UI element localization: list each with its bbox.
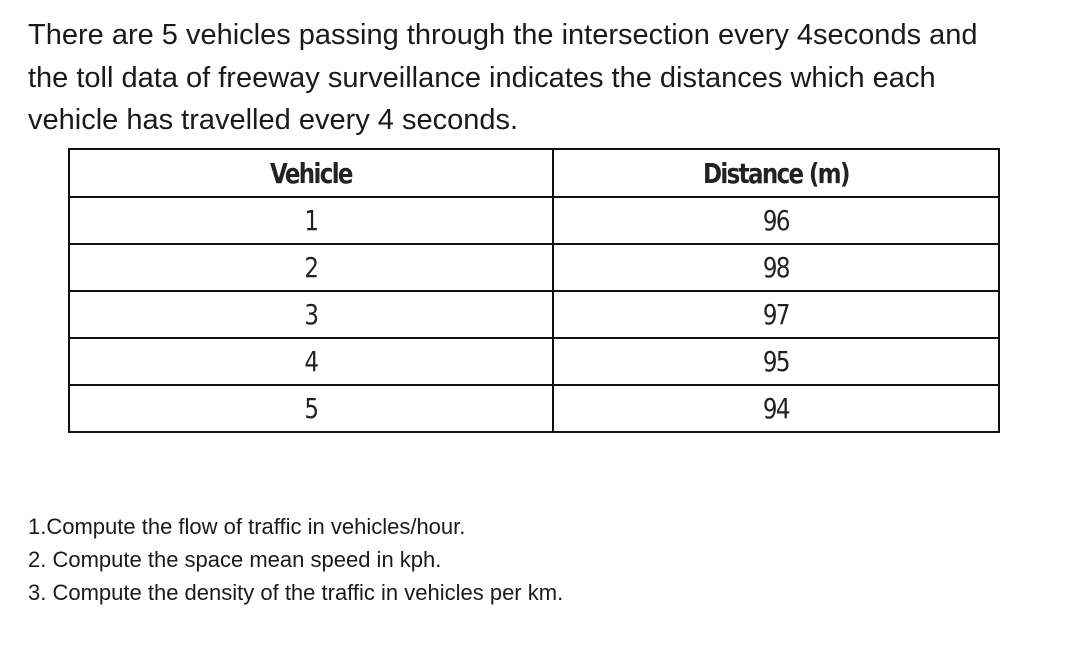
- intro-text: There are 5 vehicles passing through the…: [28, 14, 978, 142]
- cell-text: 2: [304, 251, 320, 284]
- table-row: 1 96: [68, 196, 1000, 245]
- table-cell: 2: [68, 243, 554, 292]
- table-row: 2 98: [68, 243, 1000, 292]
- table-header: Vehicle Distance (m): [68, 148, 1000, 198]
- table-cell: 3: [68, 290, 554, 339]
- table-row: 5 94: [68, 384, 1000, 433]
- cell-text: 5: [304, 392, 320, 425]
- question: 1.Compute the flow of traffic in vehicle…: [28, 514, 466, 539]
- intro-line: the toll data of freeway surveillance in…: [28, 61, 936, 94]
- data-table: Vehicle Distance (m) 1 96 2 98 3 97 4 95 5 94: [68, 148, 1000, 433]
- table-body: 1 96 2 98 3 97 4 95 5 94: [68, 196, 1000, 433]
- table-cell: 4: [68, 337, 554, 386]
- table-row: 4 95: [68, 337, 1000, 386]
- intro-line: There are 5 vehicles passing through the…: [28, 19, 978, 51]
- question: 3. Compute the density of the traffic in…: [28, 580, 564, 605]
- table-cell: 98: [552, 243, 1000, 292]
- table-cell: 96: [552, 196, 1000, 245]
- intro-line: vehicle has travelled every 4 seconds.: [28, 104, 519, 136]
- header-cell: Distance (m): [552, 148, 1000, 198]
- table-cell: 97: [552, 290, 1000, 339]
- table-cell: 5: [68, 384, 554, 433]
- cell-text: 95: [763, 345, 791, 378]
- questions: 1.Compute the flow of traffic in vehicle…: [28, 510, 563, 609]
- cell-text: 97: [763, 298, 791, 331]
- header-text: Vehicle: [270, 156, 354, 190]
- cell-text: 4: [304, 345, 320, 378]
- table-cell: 1: [68, 196, 554, 245]
- cell-text: 98: [763, 251, 791, 284]
- cell-text: 3: [304, 298, 320, 331]
- cell-text: 1: [304, 204, 320, 237]
- question: 2. Compute the space mean speed in kph.: [28, 547, 442, 572]
- table-cell: 95: [552, 337, 1000, 386]
- table-row: 3 97: [68, 290, 1000, 339]
- header-cell: Vehicle: [68, 148, 554, 198]
- table-cell: 94: [552, 384, 1000, 433]
- header-text: Distance (m): [703, 156, 850, 190]
- cell-text: 96: [763, 204, 791, 237]
- cell-text: 94: [763, 392, 791, 425]
